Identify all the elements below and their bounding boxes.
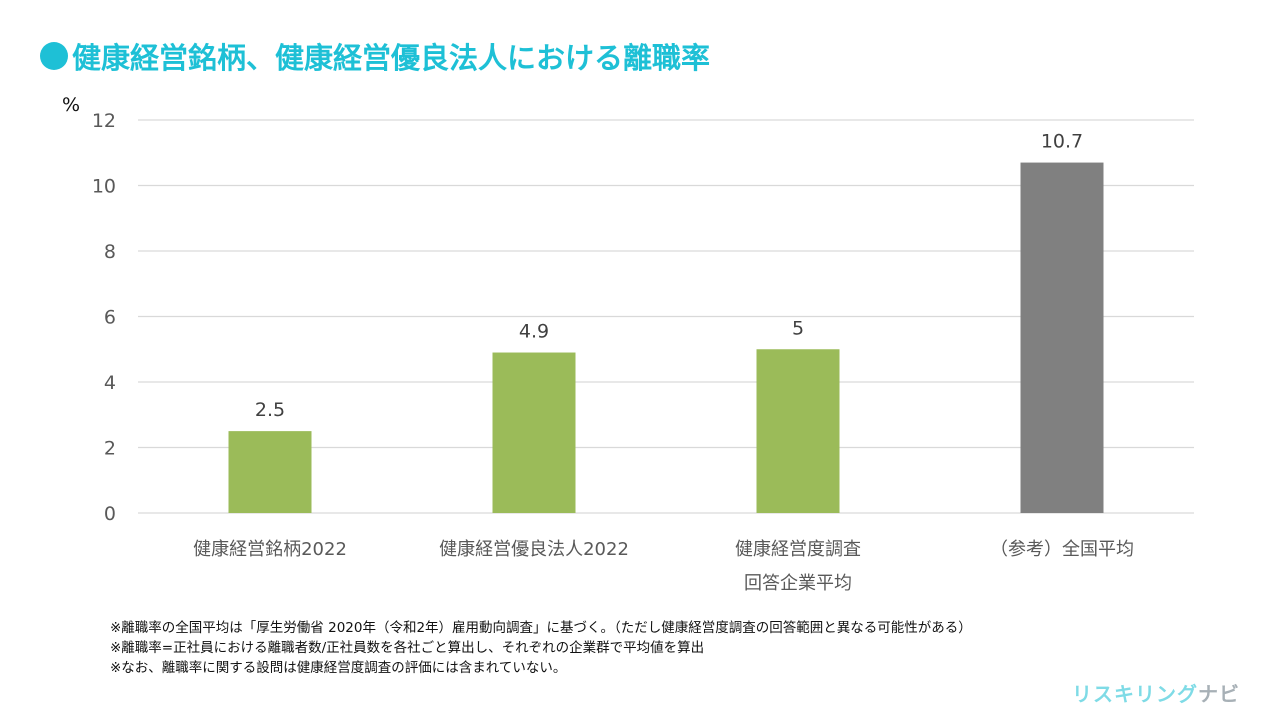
bullet-circle-icon	[40, 42, 68, 70]
page-title-text: 健康経営銘柄、健康経営優良法人における離職率	[72, 41, 711, 75]
footnote: ※離職率=正社員における離職者数/正社員数を各社ごと算出し、それぞれの企業群で平…	[110, 640, 705, 656]
logo-text-main: リスキリング	[1072, 682, 1198, 706]
page-title: 健康経営銘柄、健康経営優良法人における離職率	[40, 36, 710, 76]
value-labels: 2.5 4.9 5 10.7	[255, 131, 1083, 422]
y-tick-label: 4	[104, 372, 116, 394]
x-tick-label: 健康経営優良法人2022	[439, 539, 629, 560]
value-label: 4.9	[519, 321, 549, 343]
logo-text-sub: ナビ	[1198, 682, 1240, 706]
y-tick-label: 10	[92, 176, 116, 198]
logo: リスキリングナビ	[1072, 678, 1240, 707]
footnote: ※離職率の全国平均は「厚生労働省 2020年（令和2年）雇用動向調査」に基づく。…	[110, 620, 972, 636]
x-tick-label: （参考）全国平均	[990, 539, 1134, 560]
value-label: 2.5	[255, 399, 285, 421]
bar-chart: 0 2 4 6 8 10 12 % 2.5 4.9 5 10.7 健康経営銘柄2022 健康経営優良…	[62, 94, 1194, 594]
bar	[756, 349, 840, 513]
gridlines	[138, 119, 1194, 514]
y-tick-label: 12	[92, 110, 116, 132]
y-axis-label: %	[62, 94, 80, 116]
y-tick-labels: 0 2 4 6 8 10 12	[92, 110, 116, 525]
x-tick-label: 健康経営銘柄2022	[193, 539, 347, 560]
y-tick-label: 2	[104, 438, 116, 460]
footnote: ※なお、離職率に関する設問は健康経営度調査の評価には含まれていない。	[110, 660, 567, 676]
bar	[228, 431, 312, 513]
footnotes: ※離職率の全国平均は「厚生労働省 2020年（令和2年）雇用動向調査」に基づく。…	[110, 618, 972, 678]
y-tick-label: 8	[104, 241, 116, 263]
value-label: 10.7	[1041, 131, 1083, 153]
x-tick-label: 回答企業平均	[744, 573, 852, 594]
y-tick-label: 6	[104, 307, 116, 329]
bars	[228, 162, 1104, 513]
y-tick-label: 0	[104, 503, 116, 525]
x-tick-label: 健康経営度調査	[735, 539, 861, 560]
bar	[492, 352, 576, 513]
value-label: 5	[792, 317, 804, 339]
bar	[1020, 162, 1104, 513]
